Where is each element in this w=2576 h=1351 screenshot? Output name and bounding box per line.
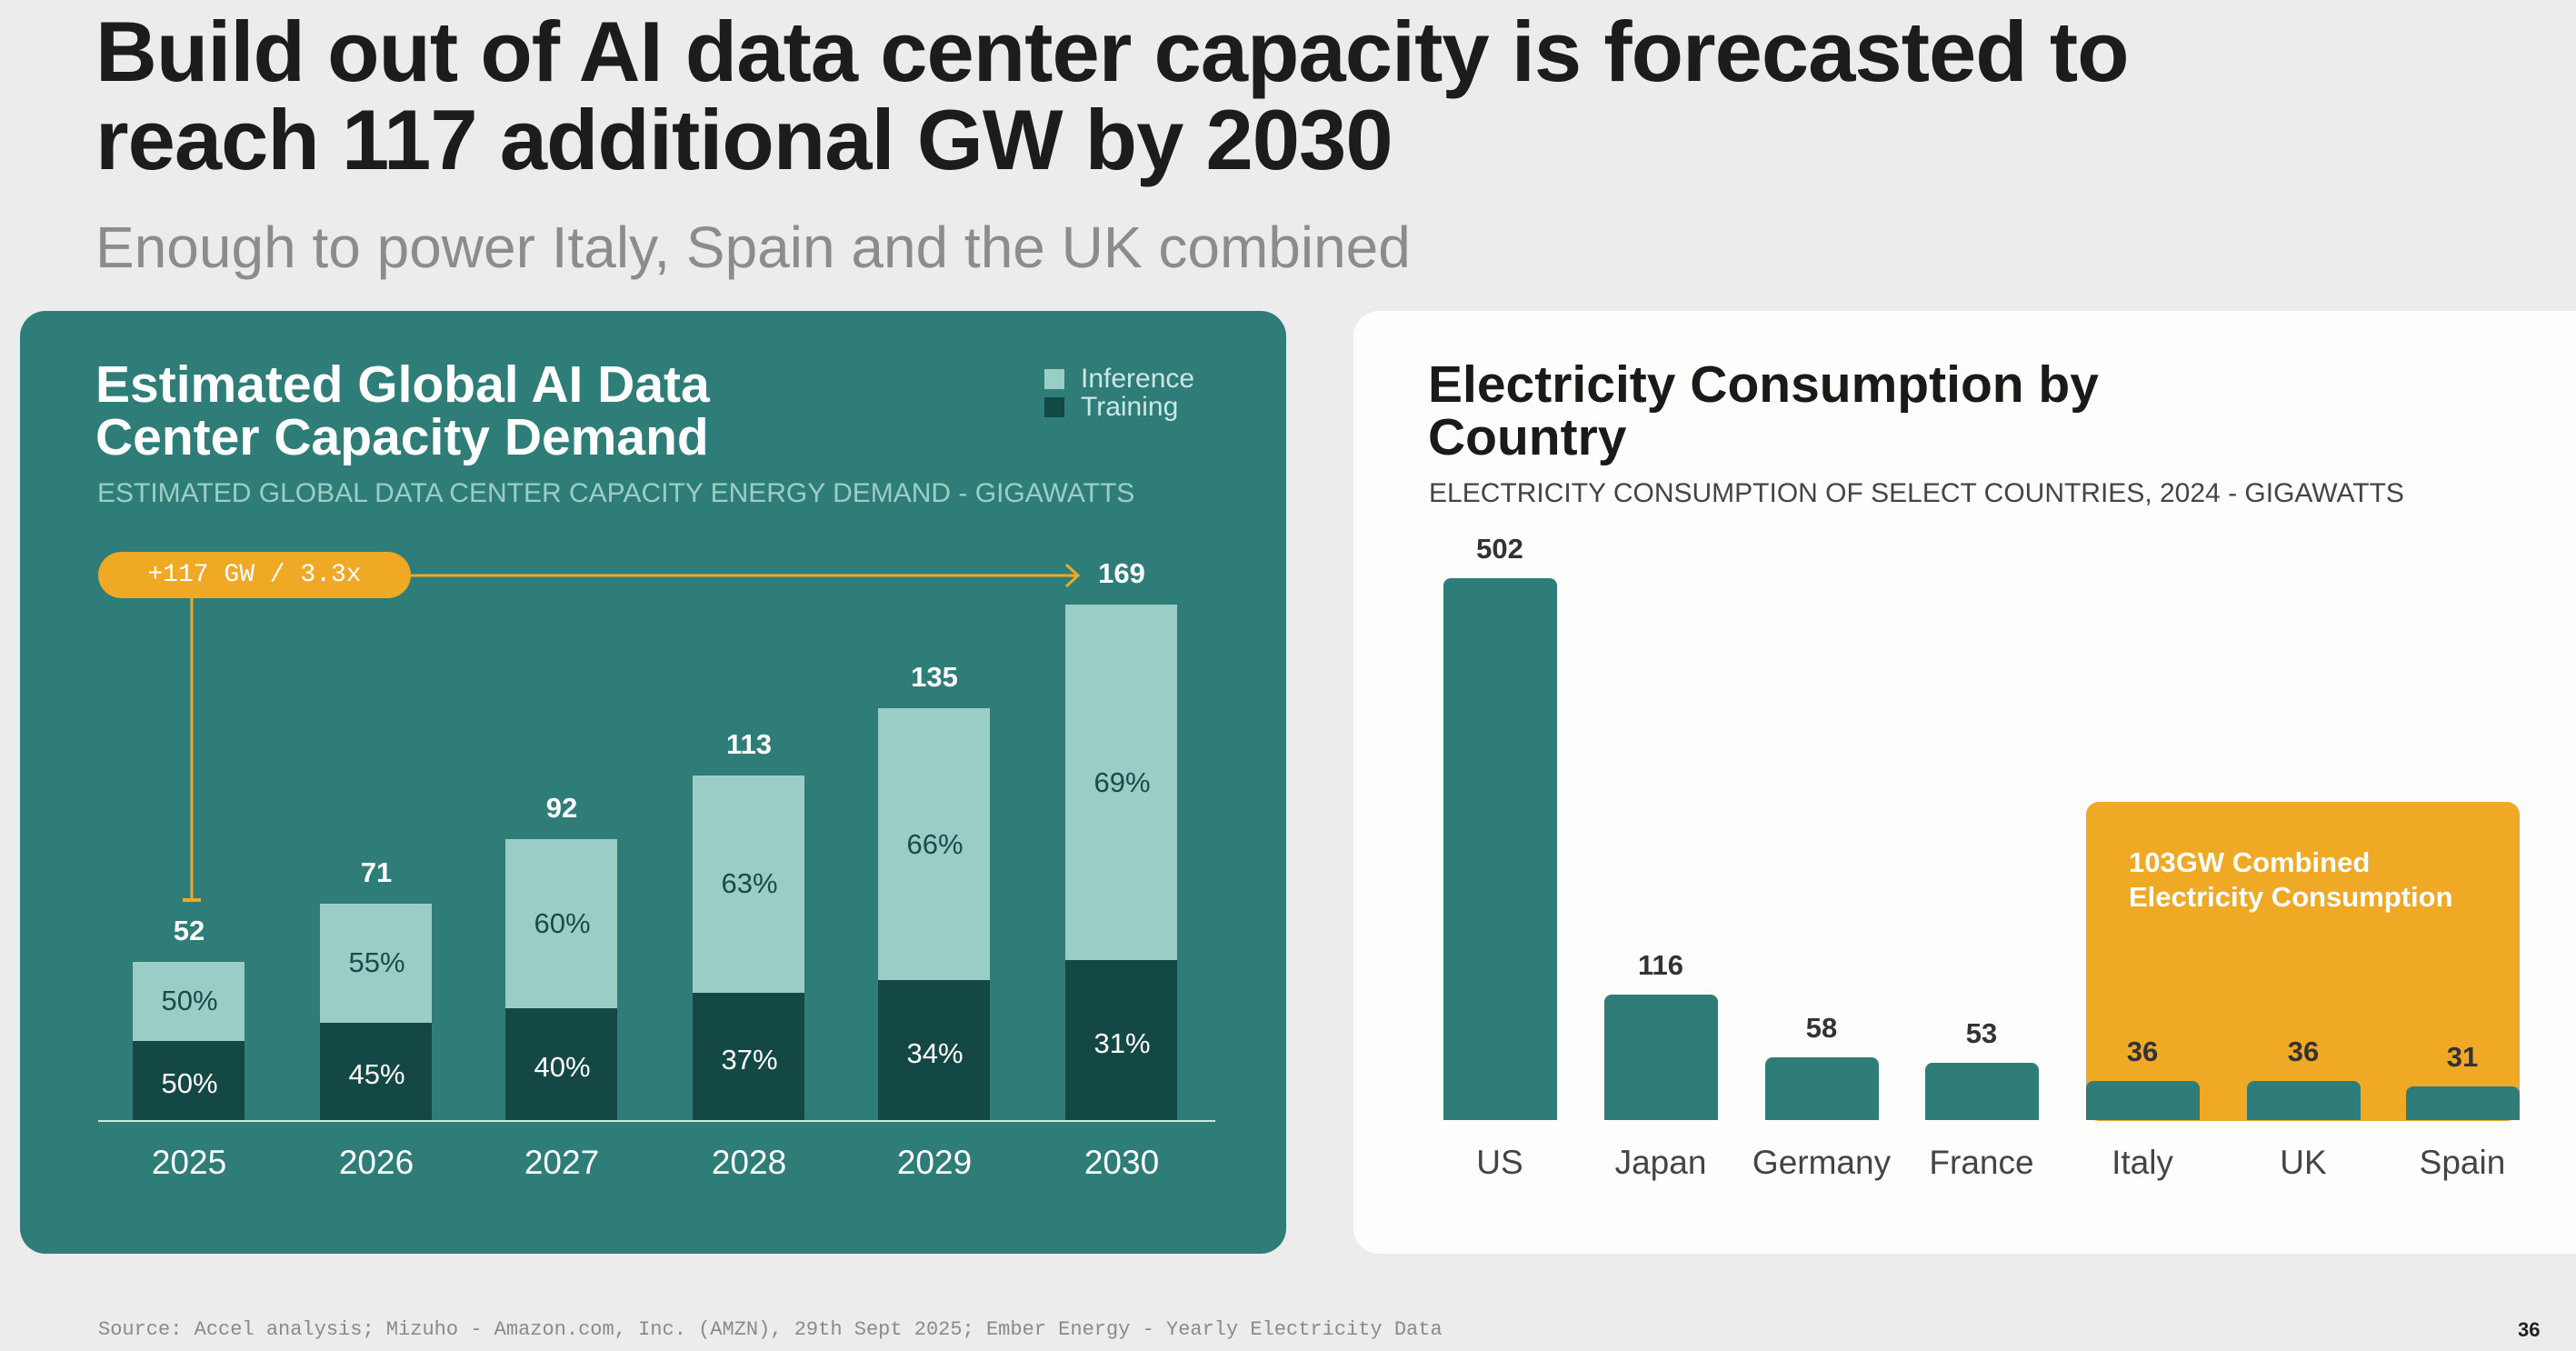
x-axis-label: Italy xyxy=(2112,1144,2173,1181)
country-bar xyxy=(2247,1081,2361,1120)
growth-arrow xyxy=(98,563,1215,1122)
training-bar xyxy=(505,1007,617,1120)
consumption-chart-title: Electricity Consumption by Country xyxy=(1428,355,2099,466)
x-axis-label: US xyxy=(1476,1144,1523,1181)
inference-percent-label: 69% xyxy=(1093,766,1151,798)
page-subtitle: Enough to power Italy, Spain and the UK … xyxy=(95,215,1411,280)
country-bar xyxy=(1925,1063,2039,1120)
source-footnote: Source: Accel analysis; Mizuho - Amazon.… xyxy=(98,1318,1443,1341)
country-bar xyxy=(2086,1081,2200,1120)
growth-annotation-pill: +117 GW / 3.3x xyxy=(98,552,411,598)
country-bar xyxy=(1443,578,1557,1120)
training-bar xyxy=(1065,960,1177,1120)
training-percent-label: 45% xyxy=(348,1058,405,1091)
training-bar xyxy=(133,1040,245,1120)
total-label: 92 xyxy=(545,792,578,825)
total-label: 169 xyxy=(1098,557,1145,589)
x-axis-label: UK xyxy=(2280,1144,2327,1181)
x-axis-label: 2025 xyxy=(151,1144,227,1181)
inference-bar xyxy=(1065,605,1177,961)
legend-swatch-inference xyxy=(1044,369,1064,389)
value-label: 58 xyxy=(1805,1012,1838,1045)
training-bar xyxy=(320,1022,432,1120)
combined-highlight-box xyxy=(2086,802,2520,1121)
legend-training: Training xyxy=(1044,392,1178,423)
training-bar xyxy=(878,980,990,1120)
country-bar xyxy=(2406,1086,2520,1120)
training-percent-label: 40% xyxy=(534,1051,591,1084)
value-label: 36 xyxy=(2287,1036,2320,1068)
value-label: 31 xyxy=(2446,1041,2479,1074)
training-bar xyxy=(693,992,804,1120)
legend-label: Inference xyxy=(1081,364,1195,394)
inference-percent-label: 63% xyxy=(721,867,778,900)
training-percent-label: 34% xyxy=(906,1037,964,1069)
x-axis-label: 2028 xyxy=(711,1144,787,1181)
consumption-chart-subtitle: ELECTRICITY CONSUMPTION OF SELECT COUNTR… xyxy=(1429,478,2404,508)
total-label: 52 xyxy=(173,914,205,946)
inference-bar xyxy=(878,708,990,980)
legend-inference: Inference xyxy=(1044,364,1194,395)
x-axis-label: 2030 xyxy=(1083,1144,1160,1181)
training-percent-label: 37% xyxy=(721,1043,778,1076)
x-axis-label: 2026 xyxy=(338,1144,414,1181)
value-label: 116 xyxy=(1637,949,1683,982)
training-percent-label: 50% xyxy=(161,1067,218,1100)
x-axis-label: France xyxy=(1929,1144,2034,1181)
inference-bar xyxy=(693,775,804,993)
inference-percent-label: 60% xyxy=(534,906,591,939)
x-axis-label: Spain xyxy=(2419,1144,2506,1181)
inference-bar xyxy=(505,839,617,1008)
total-label: 71 xyxy=(360,856,393,888)
page-title: Build out of AI data center capacity is … xyxy=(95,4,2130,187)
page-number: 36 xyxy=(2518,1318,2541,1341)
x-axis-label: Japan xyxy=(1614,1144,1707,1181)
country-bar xyxy=(1604,995,1718,1120)
x-axis-label: 2027 xyxy=(524,1144,600,1181)
legend-swatch-training xyxy=(1044,397,1064,417)
training-percent-label: 31% xyxy=(1093,1027,1151,1060)
x-axis-label: 2029 xyxy=(896,1144,973,1181)
inference-percent-label: 66% xyxy=(906,827,964,860)
total-label: 135 xyxy=(911,661,958,694)
country-bar xyxy=(1765,1057,1879,1120)
capacity-chart-subtitle: ESTIMATED GLOBAL DATA CENTER CAPACITY EN… xyxy=(97,478,1135,508)
capacity-chart-title: Estimated Global AI Data Center Capacity… xyxy=(95,355,710,466)
inference-bar xyxy=(320,903,432,1023)
value-label: 502 xyxy=(1476,533,1523,565)
inference-bar xyxy=(133,961,245,1041)
value-label: 53 xyxy=(1965,1017,1998,1050)
inference-percent-label: 55% xyxy=(348,946,405,979)
legend-label: Training xyxy=(1081,392,1179,422)
total-label: 113 xyxy=(725,727,772,760)
combined-annotation: 103GW Combined Electricity Consumption xyxy=(2129,846,2453,913)
x-axis-label: Germany xyxy=(1752,1144,1892,1181)
value-label: 36 xyxy=(2126,1036,2159,1068)
inference-percent-label: 50% xyxy=(161,985,218,1017)
